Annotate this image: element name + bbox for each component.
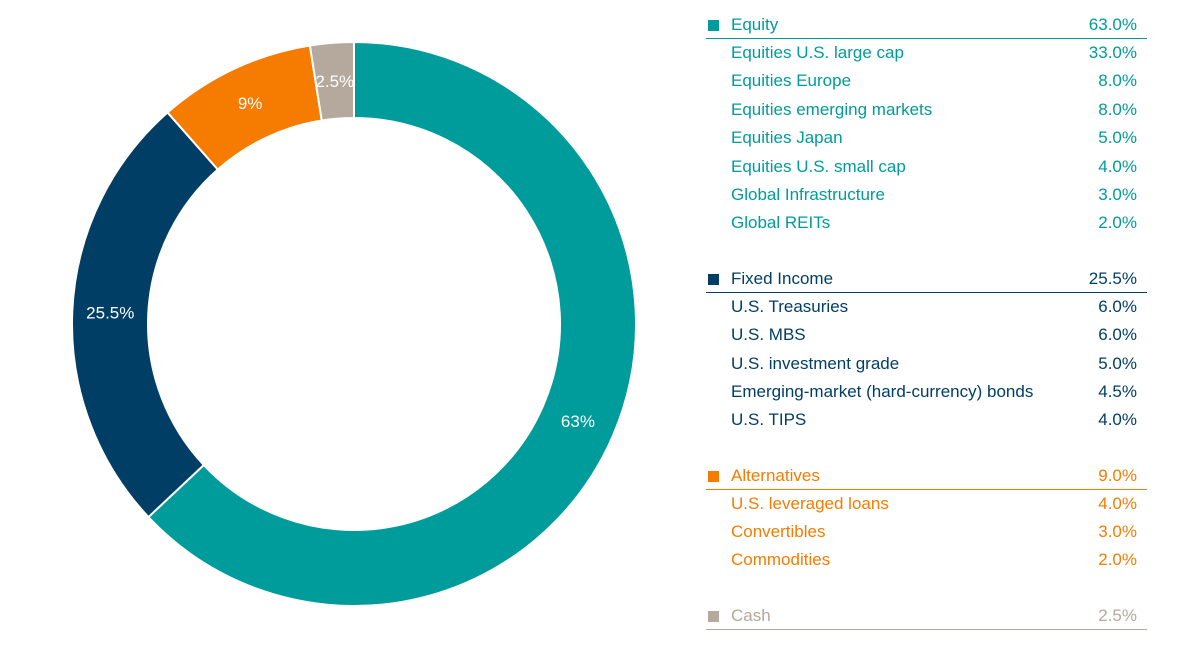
- legend-item: Equities Europe 8.0%: [706, 67, 1147, 95]
- legend-item-name: U.S. TIPS: [731, 410, 807, 430]
- slice-label-0: 63%: [561, 412, 595, 431]
- slice-label-1: 25.5%: [86, 304, 134, 323]
- legend-item: Equities emerging markets 8.0%: [706, 96, 1147, 124]
- legend-group-value: 25.5%: [1088, 268, 1137, 288]
- legend-group-header: Fixed Income 25.5%: [706, 266, 1147, 293]
- donut-slice-3: [308, 40, 355, 122]
- legend-item: U.S. MBS 6.0%: [706, 321, 1147, 349]
- legend-item: U.S. Treasuries 6.0%: [706, 293, 1147, 321]
- legend-item-name: U.S. leveraged loans: [731, 493, 889, 513]
- legend-item-name: Equities Europe: [731, 71, 852, 91]
- legend-item-value: 8.0%: [1098, 99, 1137, 119]
- legend-swatch-icon: [708, 610, 719, 622]
- legend-group-name: Equity: [731, 15, 779, 34]
- legend-item-value: 4.0%: [1098, 410, 1137, 430]
- legend-item: Equities U.S. small cap 4.0%: [706, 153, 1147, 181]
- legend-group-name: Fixed Income: [731, 268, 834, 288]
- legend-item-name: Convertibles: [731, 522, 826, 542]
- legend-item: Global Infrastructure 3.0%: [706, 181, 1147, 209]
- legend-item-name: Equities U.S. large cap: [731, 43, 904, 62]
- legend-item: U.S. leveraged loans 4.0%: [706, 490, 1147, 518]
- legend-group-1: Fixed Income 25.5% U.S. Treasuries 6.0% U.S.…: [706, 266, 1147, 435]
- legend-item: U.S. TIPS 4.0%: [706, 406, 1147, 434]
- legend-item-name: Emerging-market (hard-currency) bonds: [731, 381, 1034, 401]
- legend-item: U.S. investment grade 5.0%: [706, 350, 1147, 378]
- slice-label-3: 2.5%: [315, 72, 354, 91]
- legend-item-name: Global REITs: [731, 213, 831, 233]
- legend-swatch-icon: [708, 273, 719, 285]
- legend-item: Global REITs 2.0%: [706, 209, 1147, 237]
- legend-item-value: 4.0%: [1098, 156, 1137, 176]
- legend-item-name: Equities U.S. small cap: [731, 156, 906, 176]
- legend-item-name: Global Infrastructure: [731, 184, 886, 204]
- legend-group-value: 9.0%: [1098, 465, 1137, 485]
- legend-group-header: Cash 2.5%: [706, 603, 1147, 630]
- legend-item: Commodities 2.0%: [706, 546, 1147, 574]
- legend-group-0: Equity 63.0% Equities U.S. large cap 33.0% E…: [706, 12, 1147, 238]
- legend-item-value: 33.0%: [1088, 43, 1137, 62]
- legend-item-value: 5.0%: [1098, 353, 1137, 373]
- legend-group-3: Cash 2.5%: [706, 603, 1147, 630]
- legend-item-value: 4.5%: [1098, 381, 1137, 401]
- legend-swatch-icon: [708, 470, 719, 482]
- legend-group-2: Alternatives 9.0% U.S. leveraged loans 4.0%…: [706, 463, 1147, 575]
- legend-group-header: Equity 63.0%: [706, 12, 1147, 39]
- legend-item-name: Equities Japan: [731, 128, 843, 148]
- legend-item: Emerging-market (hard-currency) bonds 4.5…: [706, 378, 1147, 406]
- legend-group-name: Alternatives: [731, 465, 820, 485]
- legend-group-value: 63.0%: [1088, 15, 1137, 34]
- legend-item-value: 2.0%: [1098, 213, 1137, 233]
- legend-item-name: Equities emerging markets: [731, 99, 933, 119]
- legend-item-value: 3.0%: [1098, 184, 1137, 204]
- donut-slice-1: [71, 111, 220, 519]
- legend-group-name: Cash: [731, 605, 771, 625]
- slice-label-2: 9%: [238, 94, 263, 113]
- legend-item-value: 4.0%: [1098, 493, 1137, 513]
- legend-item-value: 2.0%: [1098, 550, 1137, 570]
- donut-slice-0: [147, 40, 637, 607]
- legend-item-value: 5.0%: [1098, 128, 1137, 148]
- legend-item-value: 6.0%: [1098, 296, 1137, 316]
- legend-item-value: 8.0%: [1098, 71, 1137, 91]
- legend-swatch-icon: [708, 20, 719, 31]
- legend-item: Equities Japan 5.0%: [706, 124, 1147, 152]
- legend-group-value: 2.5%: [1098, 605, 1137, 625]
- legend-item-name: U.S. MBS: [731, 325, 806, 345]
- chart-legend: Equity 63.0% Equities U.S. large cap 33.0% E…: [706, 12, 1147, 630]
- legend-group-header: Alternatives 9.0%: [706, 463, 1147, 490]
- legend-item-name: U.S. investment grade: [731, 353, 900, 373]
- legend-item-name: U.S. Treasuries: [731, 296, 849, 316]
- legend-item: Equities U.S. large cap 33.0%: [706, 39, 1147, 67]
- legend-item-name: Commodities: [731, 550, 831, 570]
- legend-item-value: 6.0%: [1098, 325, 1137, 345]
- legend-item-value: 3.0%: [1098, 522, 1137, 542]
- legend-item: Convertibles 3.0%: [706, 518, 1147, 546]
- donut-chart: 63% 25.5% 9% 2.5%: [71, 40, 637, 607]
